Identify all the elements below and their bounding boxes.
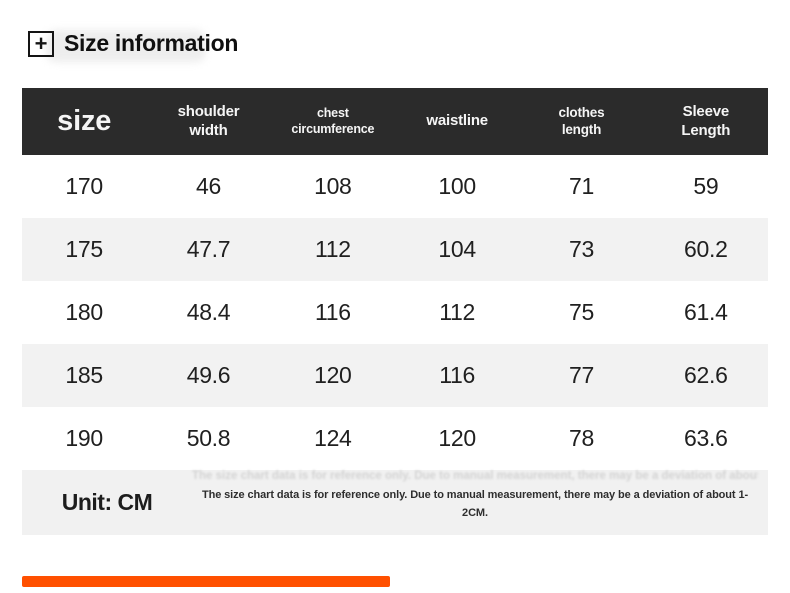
cell-clothes: 78 xyxy=(569,425,594,451)
cell-chest: 120 xyxy=(314,362,352,388)
size-table: size shoulder width chest circumference … xyxy=(22,88,768,535)
cell-size: 175 xyxy=(65,236,103,262)
cell-size: 180 xyxy=(65,299,103,325)
cell-waistline: 104 xyxy=(438,236,476,262)
cell-size: 190 xyxy=(65,425,103,451)
cell-shoulder: 46 xyxy=(196,173,221,199)
cell-clothes: 71 xyxy=(569,173,594,199)
cell-clothes: 73 xyxy=(569,236,594,262)
highlight-smudge xyxy=(46,30,206,62)
column-header-shoulder-width: shoulder width xyxy=(177,102,240,139)
disclaimer-note: The size chart data is for reference onl… xyxy=(201,488,749,519)
cell-shoulder: 50.8 xyxy=(186,425,231,451)
table-header-row: size shoulder width chest circumference … xyxy=(22,88,768,155)
cell-chest: 124 xyxy=(314,425,352,451)
cell-waistline: 116 xyxy=(439,362,476,388)
column-header-chest-circumference: chest circumference xyxy=(291,105,375,136)
unit-label: Unit: CM xyxy=(61,489,153,515)
section-title: Size information xyxy=(64,30,239,56)
cell-clothes: 75 xyxy=(569,299,594,325)
cell-sleeve: 59 xyxy=(693,173,719,199)
column-header-size: size xyxy=(57,105,112,138)
table-row: 175 47.7 112 104 73 60.2 xyxy=(22,218,768,281)
cell-waistline: 100 xyxy=(438,173,476,199)
cell-chest: 116 xyxy=(314,299,351,325)
cell-chest: 112 xyxy=(314,236,351,262)
table-row: 185 49.6 120 116 77 62.6 xyxy=(22,344,768,407)
cell-shoulder: 47.7 xyxy=(186,236,231,262)
cell-sleeve: 60.2 xyxy=(684,236,728,262)
cell-clothes: 77 xyxy=(569,362,594,388)
cell-sleeve: 63.6 xyxy=(684,425,728,451)
cell-waistline: 120 xyxy=(438,425,476,451)
column-header-sleeve-length: Sleeve Length xyxy=(681,102,731,139)
column-header-waistline: waistline xyxy=(426,112,488,130)
table-row: 170 46 108 100 71 59 xyxy=(22,155,768,218)
table-row: 190 50.8 124 120 78 63.6 xyxy=(22,407,768,470)
cell-sleeve: 62.6 xyxy=(684,362,728,388)
accent-bar xyxy=(22,576,390,587)
cell-waistline: 112 xyxy=(439,299,476,325)
table-row: 180 48.4 116 112 75 61.4 xyxy=(22,281,768,344)
cell-shoulder: 49.6 xyxy=(186,362,231,388)
disclaimer-wrap: The size chart data is for reference onl… xyxy=(192,470,768,521)
column-header-clothes-length: clothes length xyxy=(558,104,605,137)
note-ghost-artifact: The size chart data is for reference onl… xyxy=(192,469,758,482)
cell-shoulder: 48.4 xyxy=(186,299,231,325)
size-info-header: + Size information xyxy=(28,30,239,62)
expand-plus-icon[interactable]: + xyxy=(28,30,54,57)
cell-chest: 108 xyxy=(314,173,352,199)
table-footer-row: Unit: CM The size chart data is for refe… xyxy=(22,470,768,535)
cell-size: 170 xyxy=(65,173,103,199)
cell-sleeve: 61.4 xyxy=(684,299,728,325)
cell-size: 185 xyxy=(65,362,103,388)
